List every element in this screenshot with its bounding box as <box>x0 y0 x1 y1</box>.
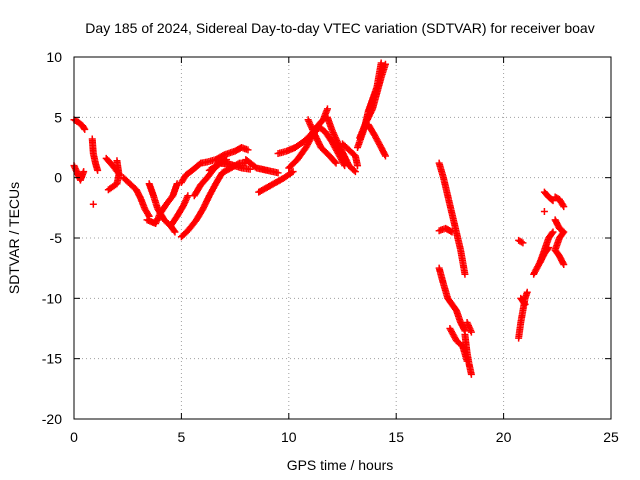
data-point <box>518 238 525 246</box>
data-point <box>520 299 528 307</box>
x-tick-label: 10 <box>281 429 297 445</box>
data-point <box>170 227 178 235</box>
data-point <box>545 244 553 252</box>
data-point <box>350 166 358 174</box>
data-point <box>244 146 252 154</box>
data-point <box>288 169 296 177</box>
data-point <box>549 228 557 236</box>
data-point <box>467 328 475 336</box>
axis-ticks: 0 5 10 15 20 25 -20 -15 -10 -5 0 5 10 <box>42 49 619 445</box>
x-tick-label: 15 <box>388 429 404 445</box>
data-point <box>519 239 527 247</box>
data-point <box>560 203 568 211</box>
x-axis-label: GPS time / hours <box>287 457 394 473</box>
data-point <box>274 169 282 177</box>
data-point <box>354 162 362 170</box>
data-point <box>81 125 89 133</box>
chart-title: Day 185 of 2024, Sidereal Day-to-day VTE… <box>85 20 594 36</box>
y-tick-label: 5 <box>54 109 62 125</box>
data-point <box>89 200 97 208</box>
data-point <box>560 261 568 269</box>
data-point <box>381 152 389 160</box>
data-point <box>331 158 339 166</box>
data-point <box>94 166 102 174</box>
y-tick-label: -20 <box>42 411 62 427</box>
data-point <box>80 168 88 176</box>
data-point <box>171 228 179 236</box>
data-point <box>461 270 469 278</box>
y-axis-label: SDTVAR / TECUs <box>6 182 22 294</box>
grid <box>74 57 611 419</box>
data-point <box>523 288 531 296</box>
data-point <box>115 171 123 179</box>
data-point <box>521 300 529 308</box>
y-tick-label: -5 <box>50 230 63 246</box>
data-point <box>173 180 181 188</box>
data-point <box>549 197 557 205</box>
x-tick-label: 5 <box>178 429 186 445</box>
data-point <box>351 168 359 176</box>
data-point <box>467 370 475 378</box>
data-point <box>106 185 114 193</box>
x-tick-label: 20 <box>496 429 512 445</box>
y-tick-label: -15 <box>42 351 62 367</box>
y-tick-label: -10 <box>42 290 62 306</box>
x-tick-label: 25 <box>603 429 619 445</box>
data-point <box>332 159 340 167</box>
data-point <box>548 229 556 237</box>
data-point <box>377 59 385 67</box>
data-point <box>381 60 389 68</box>
data-point <box>289 168 297 176</box>
x-tick-label: 0 <box>70 429 78 445</box>
data-point <box>246 165 254 173</box>
data-point <box>448 228 456 236</box>
data-point <box>544 245 552 253</box>
y-tick-label: 0 <box>54 170 62 186</box>
data-point <box>540 207 548 215</box>
data-point <box>559 201 567 209</box>
data-points <box>70 59 568 378</box>
y-tick-label: 10 <box>46 49 62 65</box>
data-point <box>323 105 331 113</box>
data-point <box>104 186 112 194</box>
data-point <box>184 192 192 200</box>
